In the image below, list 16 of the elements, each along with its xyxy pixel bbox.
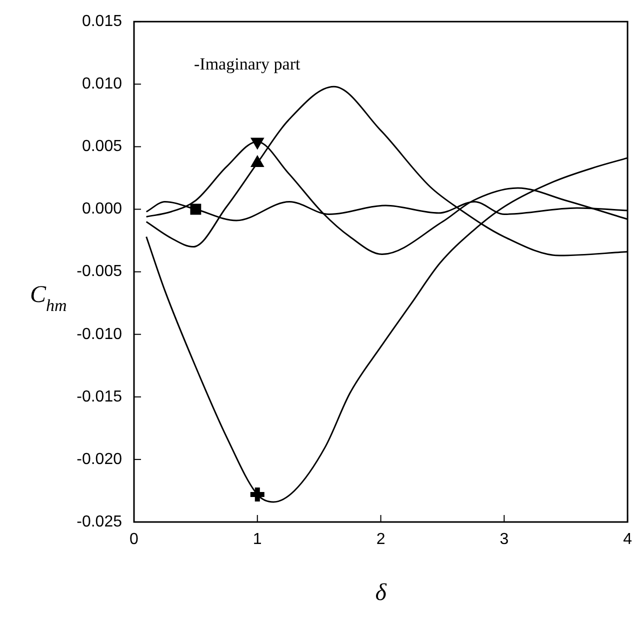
annotation: -Imaginary part	[194, 54, 300, 74]
x-axis-title: δ	[375, 580, 388, 606]
y-tick-label: 0.005	[82, 138, 122, 156]
y-tick-label: -0.005	[76, 263, 122, 280]
y-tick-label: -0.015	[76, 388, 122, 406]
y-tick-label: 0.015	[82, 13, 122, 30]
x-tick-label: 3	[500, 531, 509, 548]
x-tick-label: 0	[130, 531, 139, 548]
x-tick-label: 1	[252, 531, 262, 548]
x-tick-label: 2	[376, 531, 386, 548]
y-tick-label: -0.010	[76, 326, 122, 343]
y-tick-label: -0.020	[76, 450, 122, 468]
y-tick-label: 0.010	[82, 76, 122, 93]
y-tick-label: -0.025	[76, 513, 122, 530]
y-tick-label: 0.000	[82, 200, 122, 218]
x-tick-label: 4	[623, 531, 632, 548]
